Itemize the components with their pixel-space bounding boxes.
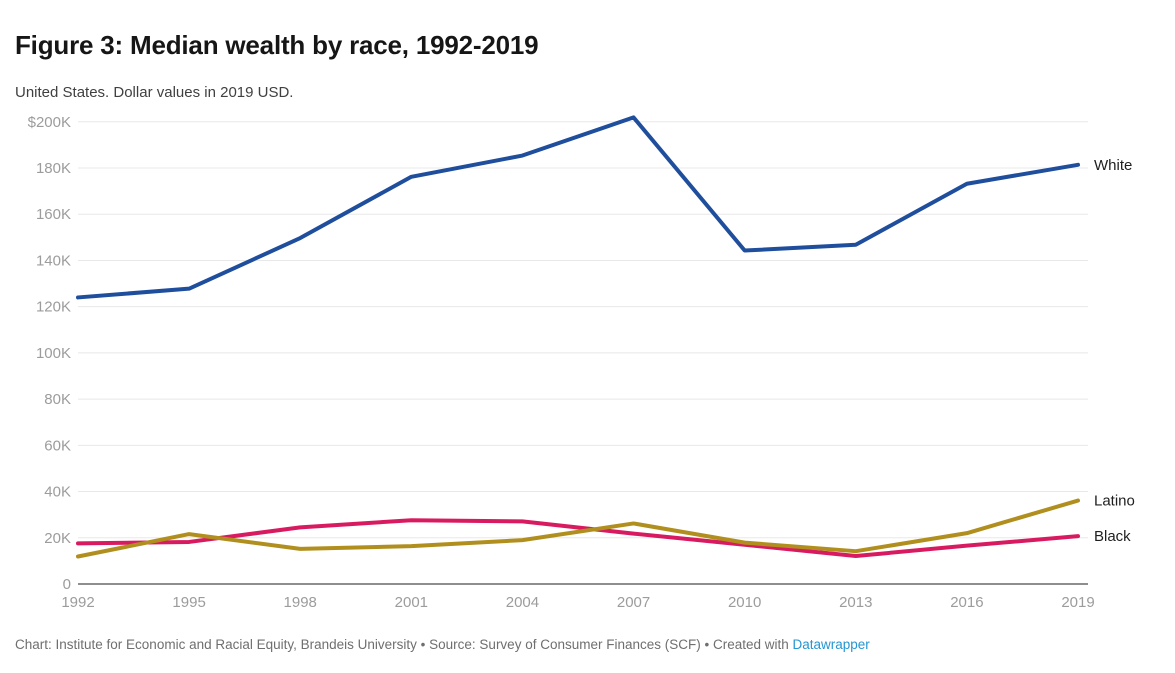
footer-credit-text: Chart: Institute for Economic and Racial…: [15, 637, 793, 652]
chart-title: Figure 3: Median wealth by race, 1992-20…: [15, 30, 539, 60]
series-end-label-black: Black: [1094, 528, 1131, 545]
y-tick-label-0: 0: [63, 576, 71, 593]
y-tick-label-80: 80K: [44, 391, 71, 408]
y-tick-label-20: 20K: [44, 530, 71, 547]
chart-subtitle: United States. Dollar values in 2019 USD…: [15, 84, 294, 101]
x-tick-label-2013: 2013: [839, 594, 872, 611]
y-tick-label-120: 120K: [36, 299, 71, 316]
y-tick-label-180: 180K: [36, 160, 71, 177]
x-tick-label-2004: 2004: [506, 594, 539, 611]
x-tick-label-2001: 2001: [395, 594, 428, 611]
x-tick-label-2019: 2019: [1061, 594, 1094, 611]
series-end-label-latino: Latino: [1094, 493, 1135, 510]
x-tick-label-2010: 2010: [728, 594, 761, 611]
x-tick-label-1992: 1992: [61, 594, 94, 611]
y-tick-label-40: 40K: [44, 484, 71, 501]
x-tick-label-1995: 1995: [172, 594, 205, 611]
series-line-latino: [76, 498, 1080, 559]
series-line-white: [76, 115, 1080, 300]
x-tick-label-2007: 2007: [617, 594, 650, 611]
datawrapper-link[interactable]: Datawrapper: [792, 637, 870, 652]
x-tick-label-1998: 1998: [284, 594, 317, 611]
y-tick-label-160: 160K: [36, 206, 71, 223]
series-line-black: [76, 518, 1080, 559]
x-tick-label-2016: 2016: [950, 594, 983, 611]
y-tick-label-100: 100K: [36, 345, 71, 362]
y-tick-label-60: 60K: [44, 437, 71, 454]
chart-footer: Chart: Institute for Economic and Racial…: [15, 637, 870, 652]
y-tick-label-140: 140K: [36, 252, 71, 269]
series-end-label-white: White: [1094, 157, 1132, 174]
y-tick-label-200: $200K: [28, 114, 71, 131]
